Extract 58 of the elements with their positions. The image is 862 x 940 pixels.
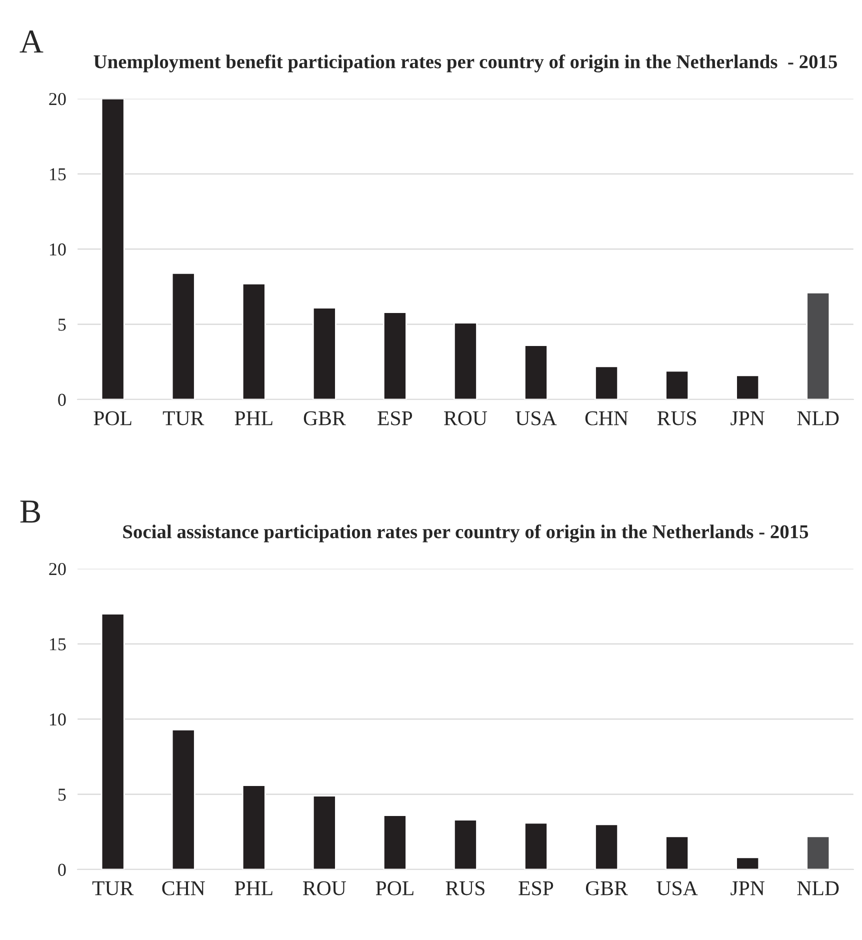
- bar: [312, 795, 336, 870]
- x-tick-label: GBR: [586, 881, 628, 896]
- bar: [594, 366, 619, 400]
- bar: [454, 819, 478, 870]
- x-tick-label: ROU: [444, 411, 488, 426]
- bar: [736, 856, 760, 870]
- y-tick-label: 15: [50, 168, 66, 180]
- chart-title: Unemployment benefit participation rates per country of origin in the Netherlands - 2015: [94, 54, 837, 72]
- x-tick-label: NLD: [797, 411, 839, 426]
- y-tick-label: 10: [50, 243, 66, 256]
- y-tick-label: 10: [50, 713, 66, 726]
- bar: [665, 836, 690, 870]
- x-tick-label: GBR: [304, 411, 346, 426]
- y-tick-label: 0: [58, 394, 66, 406]
- bar: [806, 836, 830, 870]
- x-tick-label: POL: [94, 411, 132, 426]
- bar: [312, 307, 336, 400]
- bar: [171, 272, 196, 400]
- y-tick-label: 0: [58, 864, 66, 876]
- bar: [524, 344, 548, 400]
- bar: [382, 312, 407, 400]
- bar: [454, 322, 478, 400]
- bar: [242, 784, 266, 870]
- bar: [524, 822, 548, 870]
- x-tick-label: RUS: [446, 881, 484, 896]
- x-tick-label: PHL: [234, 411, 272, 426]
- x-tick-label: TUR: [92, 881, 134, 896]
- x-tick-label: CHN: [162, 881, 205, 896]
- chart-title: Social assistance participation rates per country of origin in the Netherlands - 2015: [123, 524, 808, 542]
- bar: [594, 824, 619, 870]
- y-tick-label: 5: [58, 318, 66, 331]
- text: B: [20, 500, 40, 523]
- x-tick-label: ESP: [378, 411, 412, 426]
- x-tick-label: USA: [656, 881, 698, 896]
- bar: [736, 374, 760, 400]
- y-tick-label: 15: [50, 638, 66, 650]
- bar: [100, 613, 125, 870]
- y-tick-label: 20: [49, 92, 66, 106]
- x-tick-label: NLD: [797, 881, 839, 896]
- x-tick-label: TUR: [162, 411, 204, 426]
- x-tick-label: RUS: [657, 411, 696, 426]
- bar: [382, 814, 407, 870]
- bar: [171, 728, 196, 870]
- x-tick-label: POL: [376, 881, 414, 896]
- x-tick-label: CHN: [585, 411, 628, 426]
- x-tick-label: PHL: [234, 881, 272, 896]
- bar: [242, 282, 266, 400]
- x-tick-label: JPN: [730, 411, 764, 426]
- x-tick-label: ESP: [518, 881, 554, 896]
- y-tick-label: 20: [49, 562, 66, 576]
- x-tick-label: ROU: [303, 881, 346, 896]
- bar: [806, 292, 830, 400]
- x-tick-label: JPN: [730, 881, 764, 896]
- y-tick-label: 5: [58, 788, 66, 801]
- bar: [100, 98, 125, 400]
- bar: [665, 370, 690, 400]
- x-tick-label: USA: [516, 411, 557, 426]
- text: A: [20, 30, 44, 52]
